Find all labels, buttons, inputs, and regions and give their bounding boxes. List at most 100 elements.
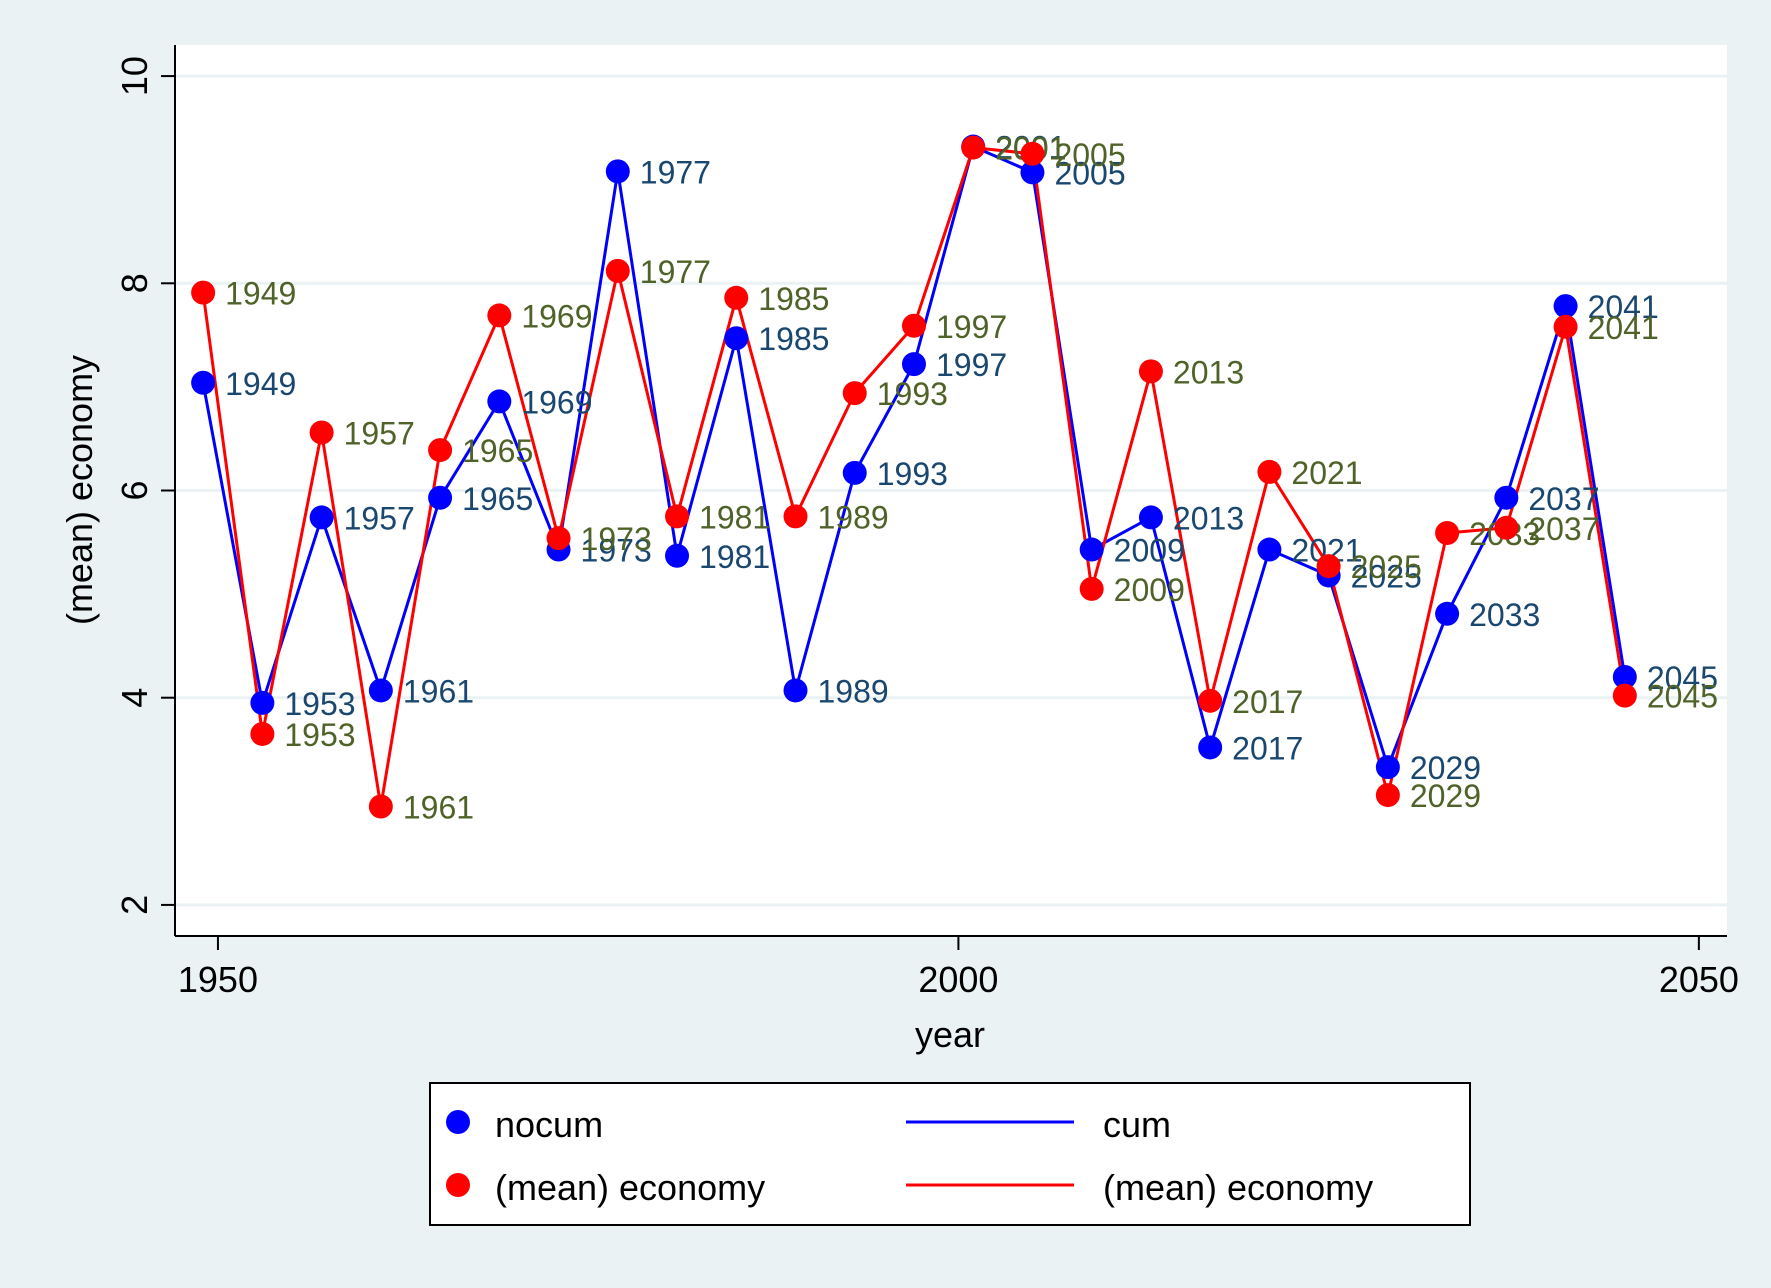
data-point-mean-economy [1435,520,1460,545]
legend: nocum cum (mean) economy (mean) economy [429,1082,1471,1226]
point-label: 1965 [462,481,533,517]
point-label: 2029 [1410,750,1481,786]
point-label: 2029 [1410,778,1481,814]
data-point-mean-economy [1020,141,1045,166]
point-label: 1953 [284,717,355,753]
point-label: 2041 [1588,289,1659,325]
data-point-mean-economy [783,504,808,529]
point-label: 1985 [758,281,829,317]
point-label: 1973 [581,533,652,569]
legend-label-mean-economy-line: (mean) economy [1103,1167,1373,1208]
x-tick-label: 2050 [1659,959,1739,1000]
point-label: 2021 [1291,455,1362,491]
point-label: 1961 [403,789,474,825]
point-label: 2013 [1173,354,1244,390]
data-point-nocum [605,159,630,184]
point-label: 1949 [225,366,296,402]
point-label: 1977 [640,254,711,290]
data-point-nocum [1494,485,1519,510]
point-label: 2037 [1528,511,1599,547]
point-label: 1981 [699,539,770,575]
data-point-nocum [901,352,926,377]
data-point-mean-economy [1375,783,1400,808]
x-tick-label: 1950 [178,959,258,1000]
data-point-nocum [665,543,690,568]
point-label: 2041 [1588,310,1659,346]
data-point-mean-economy [546,526,571,551]
legend-box [429,1082,1471,1226]
data-point-nocum [1138,505,1163,530]
point-label: 1997 [936,347,1007,383]
data-point-mean-economy [309,420,334,445]
data-point-mean-economy [1494,515,1519,540]
data-point-nocum [1020,160,1045,185]
legend-label-nocum: nocum [495,1104,603,1145]
point-label: 1989 [818,499,889,535]
data-point-nocum [368,678,393,703]
data-point-mean-economy [191,280,216,305]
point-label: 2033 [1469,597,1540,633]
y-tick-label: 6 [114,480,155,500]
point-label: 1981 [699,499,770,535]
data-point-mean-economy [1079,576,1104,601]
data-point-nocum [428,485,453,510]
legend-label-cum: cum [1103,1104,1171,1145]
y-tick-label: 4 [114,688,155,708]
data-point-mean-economy [250,721,275,746]
data-point-mean-economy [428,438,453,463]
point-label: 1965 [462,433,533,469]
data-point-mean-economy [487,303,512,328]
point-label: 1969 [521,384,592,420]
point-label: 2037 [1528,481,1599,517]
y-axis-label: (mean) economy [59,355,100,625]
point-label: 1973 [581,521,652,557]
data-point-mean-economy [961,135,986,160]
data-point-nocum [191,370,216,395]
data-point-mean-economy [368,794,393,819]
point-label: 2005 [1054,155,1125,191]
data-point-nocum [487,389,512,414]
legend-marker-nocum [446,1110,470,1134]
point-label: 2013 [1173,500,1244,536]
data-point-nocum [1079,537,1104,562]
point-label: 1957 [344,500,415,536]
legend-label-mean-economy-markers: (mean) economy [495,1167,765,1208]
point-label: 2025 [1351,549,1422,585]
data-point-nocum [1375,755,1400,780]
point-label: 2009 [1114,572,1185,608]
point-label: 2005 [1054,137,1125,173]
data-point-mean-economy [605,258,630,283]
y-tick-label: 10 [114,56,155,96]
data-point-nocum [1257,537,1282,562]
data-point-mean-economy [901,313,926,338]
point-label: 1953 [284,686,355,722]
data-point-nocum [783,678,808,703]
point-label: 2025 [1351,558,1422,594]
point-label: 1997 [936,309,1007,345]
data-point-mean-economy [1257,459,1282,484]
data-point-nocum [1198,735,1223,760]
point-label: 2045 [1647,679,1718,715]
data-point-mean-economy [724,285,749,310]
y-tick-label: 2 [114,895,155,915]
data-point-nocum [1435,601,1460,626]
data-point-mean-economy [665,504,690,529]
data-point-mean-economy [1198,688,1223,713]
point-label: 1969 [521,298,592,334]
data-point-mean-economy [1316,554,1341,579]
data-point-mean-economy [1553,314,1578,339]
data-point-nocum [250,690,275,715]
data-point-nocum [1612,664,1637,689]
data-point-mean-economy [1138,359,1163,384]
data-point-mean-economy [1612,683,1637,708]
data-point-mean-economy [842,381,867,406]
legend-marker-mean-economy [446,1173,470,1197]
point-label: 2017 [1232,730,1303,766]
data-point-nocum [309,505,334,530]
point-label: 1993 [877,456,948,492]
axes: 2 4 6 8 10 1950 2000 2050 [114,45,1739,1000]
point-label: 1961 [403,673,474,709]
series-markers [191,134,1637,819]
x-axis-label: year [915,1014,985,1055]
